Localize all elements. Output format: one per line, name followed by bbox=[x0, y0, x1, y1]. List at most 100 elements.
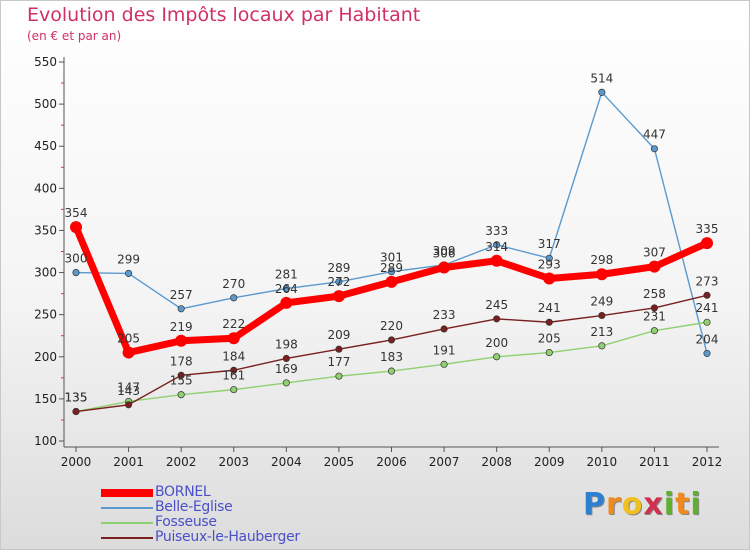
data-label: 270 bbox=[222, 277, 245, 291]
legend-label: Belle-Eglise bbox=[155, 499, 233, 515]
data-label: 233 bbox=[433, 308, 456, 322]
x-tick-label: 2012 bbox=[692, 455, 723, 469]
data-label: 184 bbox=[222, 349, 245, 363]
proxiti-logo: Proxiti bbox=[583, 487, 702, 522]
data-point bbox=[282, 354, 290, 363]
data-label: 299 bbox=[117, 252, 140, 266]
data-label: 272 bbox=[327, 275, 350, 289]
data-point bbox=[493, 315, 501, 323]
data-point bbox=[230, 386, 238, 394]
data-point bbox=[387, 336, 396, 344]
data-point bbox=[543, 272, 556, 285]
data-point bbox=[122, 346, 135, 359]
data-label: 293 bbox=[538, 257, 561, 271]
data-point bbox=[440, 360, 448, 368]
x-tick-label: 2002 bbox=[166, 455, 197, 469]
data-label: 177 bbox=[327, 355, 350, 369]
data-point bbox=[72, 407, 80, 416]
legend-swatch bbox=[101, 537, 153, 539]
legend-item: BORNEL bbox=[101, 484, 361, 500]
data-point bbox=[230, 294, 238, 302]
data-point bbox=[125, 269, 133, 277]
data-point bbox=[493, 353, 501, 361]
data-point bbox=[490, 254, 503, 267]
y-tick-label: 400 bbox=[34, 181, 57, 195]
data-point bbox=[438, 261, 451, 274]
data-label: 289 bbox=[327, 261, 350, 275]
data-label: 514 bbox=[590, 71, 613, 85]
data-label: 301 bbox=[380, 251, 403, 265]
data-point bbox=[387, 367, 396, 375]
data-label: 307 bbox=[643, 246, 666, 260]
data-label: 204 bbox=[696, 332, 719, 346]
series-points bbox=[70, 88, 713, 416]
chart-title: Evolution des Impôts locaux par Habitant bbox=[27, 4, 421, 26]
data-label: 135 bbox=[65, 391, 88, 405]
data-label: 205 bbox=[117, 332, 140, 346]
data-label: 306 bbox=[433, 247, 456, 261]
data-label: 249 bbox=[590, 295, 613, 309]
data-point bbox=[335, 278, 343, 286]
data-point bbox=[125, 401, 133, 409]
data-point bbox=[598, 88, 606, 96]
legend-label: BORNEL bbox=[155, 484, 211, 500]
legend-swatch bbox=[101, 507, 153, 509]
data-label: 231 bbox=[643, 310, 666, 324]
data-label: 298 bbox=[590, 253, 613, 267]
x-tick-label: 2004 bbox=[271, 455, 302, 469]
legend-item: Belle-Eglise bbox=[101, 499, 361, 515]
data-point bbox=[177, 391, 185, 399]
chart-subtitle: (en € et par an) bbox=[27, 29, 122, 43]
x-tick-label: 2000 bbox=[61, 455, 92, 469]
data-label: 198 bbox=[275, 337, 298, 351]
data-point bbox=[385, 275, 398, 288]
data-point bbox=[701, 237, 713, 250]
data-label: 155 bbox=[170, 374, 193, 388]
data-label: 135 bbox=[65, 391, 88, 405]
data-label: 281 bbox=[275, 268, 298, 282]
legend-item: Puiseux-le-Hauberger bbox=[101, 529, 361, 545]
data-label: 258 bbox=[643, 287, 666, 301]
data-point bbox=[598, 342, 606, 350]
data-point bbox=[282, 379, 290, 387]
y-tick-label: 350 bbox=[34, 223, 57, 237]
data-point bbox=[595, 268, 608, 281]
data-label: 241 bbox=[538, 301, 561, 315]
data-label: 314 bbox=[485, 240, 508, 254]
x-tick-label: 2003 bbox=[218, 455, 249, 469]
legend-label: Fosseuse bbox=[155, 514, 217, 530]
data-label: 241 bbox=[696, 301, 719, 315]
y-tick-label: 150 bbox=[34, 392, 57, 406]
data-label: 183 bbox=[380, 350, 403, 364]
data-point bbox=[282, 285, 290, 293]
data-label: 209 bbox=[327, 328, 350, 342]
x-tick-label: 2009 bbox=[534, 455, 565, 469]
y-tick-label: 250 bbox=[34, 308, 57, 322]
data-point bbox=[493, 241, 501, 249]
data-label: 264 bbox=[275, 282, 298, 296]
data-point bbox=[545, 318, 553, 326]
data-label: 213 bbox=[590, 325, 613, 339]
data-label: 220 bbox=[380, 319, 403, 333]
data-label: 354 bbox=[65, 206, 88, 220]
data-label: 335 bbox=[696, 222, 719, 236]
data-label: 289 bbox=[380, 261, 403, 275]
data-point bbox=[335, 372, 343, 380]
data-point bbox=[177, 371, 185, 379]
data-point bbox=[387, 268, 396, 276]
chart-axes: 100 150 200 250 300 350 400 450 500 550 2000 2001 20… bbox=[34, 55, 722, 469]
data-label: 317 bbox=[538, 237, 561, 251]
legend-swatch bbox=[101, 489, 153, 497]
y-tick-label: 200 bbox=[34, 350, 57, 364]
data-label: 147 bbox=[117, 380, 140, 394]
data-label: 205 bbox=[538, 332, 561, 346]
data-point bbox=[650, 304, 658, 312]
x-tick-label: 2005 bbox=[324, 455, 355, 469]
data-label: 200 bbox=[485, 336, 508, 350]
data-label: 178 bbox=[170, 354, 193, 368]
data-point bbox=[72, 269, 80, 277]
data-point bbox=[598, 311, 606, 320]
data-label: 245 bbox=[485, 298, 508, 312]
line-chart: 100 150 200 250 300 350 400 450 500 550 2000 2001 20… bbox=[34, 55, 722, 469]
data-label: 447 bbox=[643, 128, 666, 142]
